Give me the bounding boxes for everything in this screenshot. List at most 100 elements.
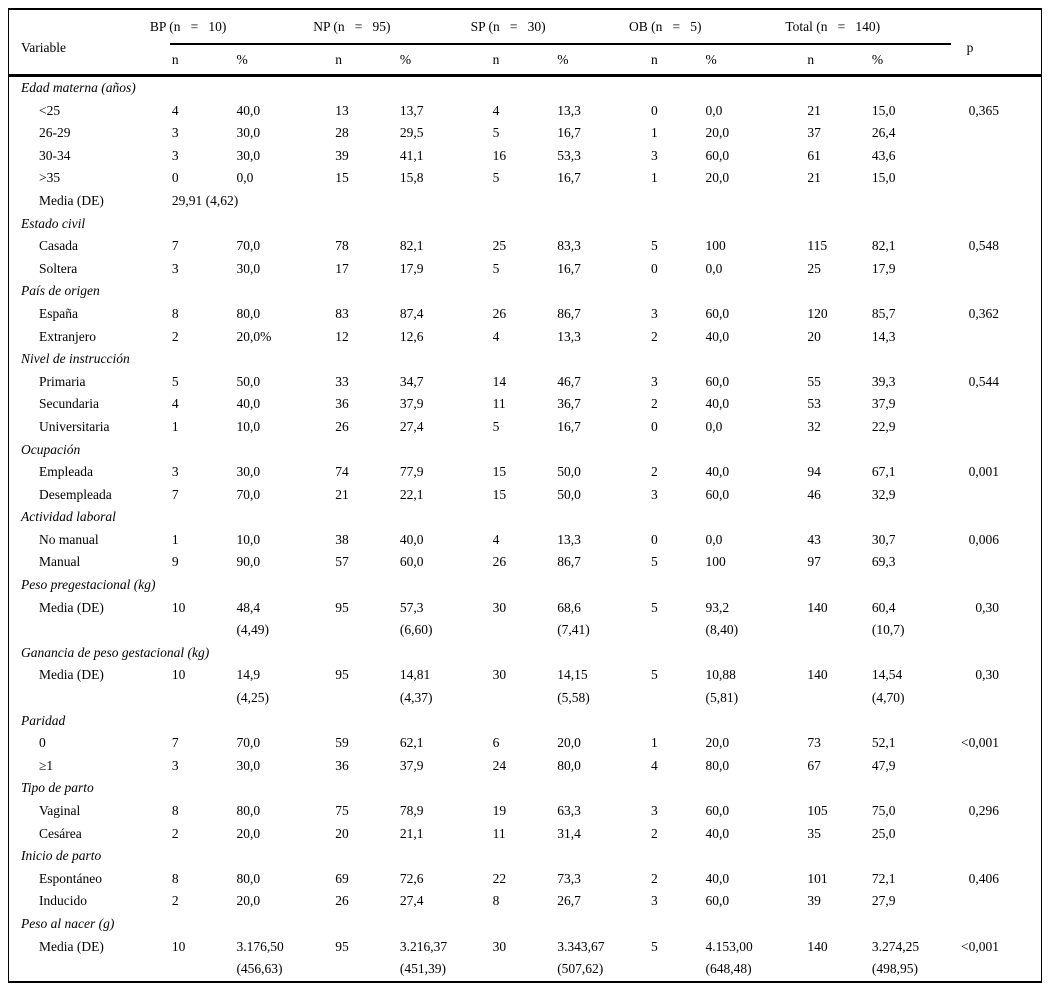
section-header-row: Inicio de parto [9, 845, 1042, 868]
section-title: Actividad laboral [21, 509, 116, 525]
cell-n: 73 [807, 735, 821, 751]
cell-percent: 52,1 [871, 735, 896, 751]
cell-n: 3 [171, 260, 179, 276]
cell-percent: 14,54 (4,70) [871, 667, 905, 706]
cell-percent: 77,9 [399, 464, 424, 480]
cell-percent: 73,3 [557, 870, 581, 886]
cell-percent: 13,3 [557, 102, 581, 118]
table-row: Secundaria 4 40,0 36 37,9 11 36,7 2 40,0 53 37,9 [9, 393, 1042, 416]
group-header-label: OB (n = 5) [629, 18, 702, 34]
cell-n: 10 [171, 599, 186, 615]
cell-n: 35 [807, 825, 821, 841]
cell-p-value [951, 416, 1042, 439]
subheader-n: n [169, 44, 235, 77]
cell-percent: 60,4 (10,7) [871, 599, 905, 638]
cell-n: 1 [651, 735, 658, 751]
cell-percent: 80,0 [236, 803, 261, 818]
cell-n: 2 [171, 328, 179, 344]
cell-n: 4 [651, 757, 658, 773]
cell-n: 59 [335, 735, 349, 751]
subheader-row: n% n% n% n% n% [9, 44, 1042, 77]
group-header-row: Variable BP (n = 10) NP (n = 95) SP (n = 3… [8, 9, 1042, 77]
row-label: Espontáneo [39, 870, 102, 886]
cell-percent: 40,0 [705, 870, 730, 886]
cell-n: 78 [335, 238, 349, 254]
table-header: Variable BP (n = 10) NP (n = 95) SP (n = 3… [8, 9, 1042, 77]
section-title: Estado civil [21, 215, 86, 231]
cell-percent: 60,0 [399, 554, 424, 570]
cell-percent: 27,4 [399, 418, 424, 434]
cell-n: 9 [171, 554, 179, 570]
cell-percent: 100 [705, 554, 726, 570]
cell-percent: 31,4 [557, 825, 581, 841]
cell-percent: 40,0 [705, 396, 730, 412]
cell-n: 4 [492, 102, 500, 118]
cell-percent: 87,4 [399, 305, 424, 321]
table-body: Edad materna (años) <25 4 40,0 13 13,7 4 13,3 0 0… [9, 76, 1042, 982]
cell-percent: 70,0 [236, 735, 261, 751]
cell-percent: 67,1 [871, 464, 896, 480]
row-label: 26-29 [39, 125, 71, 141]
cell-p-value [951, 551, 1042, 574]
cell-n: 30 [492, 938, 507, 954]
group-header-5: Total (n = 140) [785, 9, 951, 45]
table-row: Extranjero 2 20,0% 12 12,6 4 13,3 2 40,0 20 14,3 [9, 326, 1042, 349]
cell-n: 37 [807, 125, 821, 141]
cell-n: 3 [171, 464, 179, 480]
cell-percent: 34,7 [399, 373, 424, 389]
section-title: País de origen [21, 283, 100, 299]
subheader-percent: % [555, 44, 649, 77]
cell-n: 39 [335, 147, 349, 163]
cell-percent: 21,1 [399, 825, 424, 841]
table-row: Manual 9 90,0 57 60,0 26 86,7 5 100 97 69,3 [9, 551, 1042, 574]
row-label: Media (DE) [39, 667, 104, 683]
cell-p-value [951, 258, 1042, 281]
cell-n: 95 [335, 938, 349, 954]
table-row: Casada 7 70,0 78 82,1 25 83,3 5 100 115 82,1 0,548 [9, 235, 1042, 258]
cell-n: 30 [492, 599, 507, 615]
cell-n: 3 [651, 893, 658, 909]
group-header-4: OB (n = 5) [629, 9, 806, 45]
cell-p-value: 0,30 [975, 599, 999, 615]
cell-n: 14 [492, 373, 507, 389]
section-title: Inicio de parto [21, 848, 102, 864]
cell-percent: 26,4 [871, 125, 896, 141]
table-row: Cesárea 2 20,0 20 21,1 11 31,4 2 40,0 35 25,0 [9, 823, 1042, 846]
cell-percent: 82,1 [399, 238, 424, 254]
cell-p-value: 0,30 [975, 667, 999, 683]
table-row: Media (DE) 10 3.176,50 (456,63) 95 3.216,37 … [9, 936, 1042, 982]
row-label: ≥1 [39, 757, 54, 773]
cell-percent: 40,0 [705, 464, 730, 480]
cell-n: 26 [492, 305, 507, 321]
row-label: Extranjero [39, 328, 96, 344]
cell-percent: 0,0 [705, 260, 723, 276]
cell-n: 0 [651, 260, 658, 276]
table-container: Variable BP (n = 10) NP (n = 95) SP (n = 3… [8, 8, 1042, 983]
cell-n: 1 [651, 170, 658, 186]
cell-percent: 39,3 [871, 373, 896, 389]
cell-percent: 36,7 [557, 396, 581, 412]
cell-p-value: 0,006 [968, 531, 999, 547]
cell-percent: 16,7 [557, 260, 581, 276]
cell-percent: 37,9 [399, 396, 424, 412]
cell-n: 25 [807, 260, 821, 276]
group-header-1: BP (n = 10) [150, 9, 334, 45]
cell-p-value: 0,548 [968, 238, 999, 254]
cell-n: 5 [651, 667, 658, 683]
cell-percent: 26,7 [557, 893, 581, 909]
row-label: No manual [39, 531, 99, 547]
row-label: Manual [39, 554, 81, 570]
cell-percent: 40,0 [705, 328, 730, 344]
table-row: Empleada 3 30,0 74 77,9 15 50,0 2 40,0 94 67,1 0,00… [9, 461, 1042, 484]
cell-n: 74 [335, 464, 349, 480]
cell-n: 12 [335, 328, 349, 344]
cell-percent: 83,3 [557, 238, 581, 254]
cell-percent: 50,0 [236, 373, 261, 389]
cell-n: 0 [651, 531, 658, 547]
cell-percent: 13,3 [557, 531, 581, 547]
cell-n: 69 [335, 870, 349, 886]
section-header-row: Edad materna (años) [9, 76, 1042, 100]
cell-percent: 69,3 [871, 554, 896, 570]
cell-n: 97 [807, 554, 821, 570]
cell-n: 83 [335, 305, 349, 321]
